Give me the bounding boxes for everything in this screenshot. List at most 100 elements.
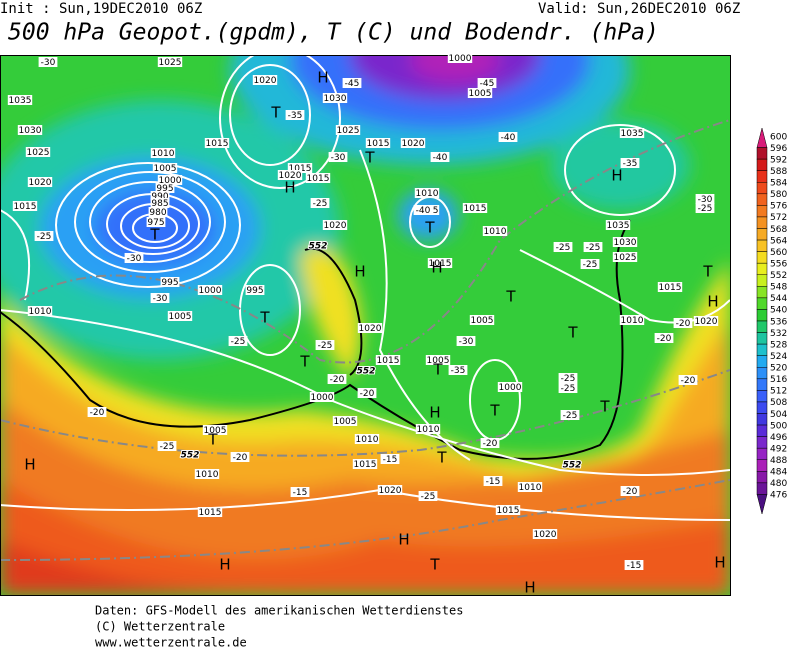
pressure-label: 1005 [154, 164, 177, 174]
label-box [619, 128, 645, 138]
label-box [477, 78, 497, 88]
pressure-label: 1000 [449, 54, 472, 64]
pressure-label: 1025 [159, 58, 182, 68]
temperature-label: -40 [501, 133, 516, 143]
colorbar-cell [756, 424, 768, 437]
colorbar-cell [756, 251, 768, 264]
low-marker: T [149, 226, 160, 244]
temperature-label: -25 [698, 204, 713, 214]
label-box [657, 282, 683, 292]
label-box [430, 152, 450, 162]
colorbar-cell [756, 170, 768, 183]
pressure-label: 980 [149, 208, 166, 218]
pressure-label: 1015 [307, 174, 330, 184]
high-marker: H [317, 69, 328, 87]
map-frame [0, 55, 731, 596]
pressure-label: 1005 [471, 316, 494, 326]
temperature-label: -25 [313, 199, 328, 209]
high-marker: H [24, 456, 35, 474]
colorbar-label: 576 [770, 202, 787, 212]
label-box [230, 452, 250, 462]
pressure-label: 1020 [359, 324, 382, 334]
colorbar-cell [756, 355, 768, 368]
low-marker: T [207, 431, 218, 449]
label-box [620, 158, 640, 168]
colorbar-label: 580 [770, 190, 787, 200]
colorbar-cell [756, 459, 768, 472]
label-box [480, 438, 500, 448]
colorbar-cell [756, 378, 768, 391]
label-box [560, 410, 580, 420]
label-box [352, 459, 378, 469]
pressure-label: 1030 [19, 126, 42, 136]
pressure-label: 1000 [159, 176, 182, 186]
pressure-label: 1015 [206, 139, 229, 149]
label-box [167, 311, 193, 321]
label-box [148, 207, 168, 217]
low-marker: T [424, 219, 435, 237]
label-box [377, 485, 403, 495]
label-box [654, 333, 674, 343]
pressure-label: 1015 [354, 460, 377, 470]
colorbar-cell [756, 367, 768, 380]
label-box [418, 491, 438, 501]
colorbar-label: 596 [770, 144, 787, 154]
pressure-label: 990 [151, 192, 168, 202]
colorbar-cell [756, 297, 768, 310]
colorbar-cell [756, 482, 768, 495]
label-box [287, 163, 313, 173]
label-box [357, 388, 377, 398]
temperature-label: -30 [698, 195, 713, 205]
colorbar-label: 500 [770, 421, 787, 431]
label-box [25, 147, 51, 157]
pressure-label: 1005 [334, 417, 357, 427]
label-box [375, 355, 401, 365]
pressure-label: 1015 [367, 139, 390, 149]
pressure-label: 1015 [659, 283, 682, 293]
pressure-label: 1030 [614, 238, 637, 248]
colorbar-label: 516 [770, 375, 787, 385]
high-marker: H [611, 167, 622, 185]
colorbar-label: 544 [770, 294, 787, 304]
colorbar-cell [756, 320, 768, 333]
high-marker: H [398, 531, 409, 549]
low-marker: T [436, 449, 447, 467]
temperature-label: -30 [41, 58, 56, 68]
label-box [327, 374, 347, 384]
label-box [328, 152, 348, 162]
label-box [695, 203, 715, 213]
label-box [27, 306, 53, 316]
pressure-label: 1035 [621, 129, 644, 139]
label-box [612, 252, 638, 262]
label-box [146, 217, 166, 227]
colorbar-label: 560 [770, 248, 787, 258]
colorbar-label: 528 [770, 340, 787, 350]
label-box [400, 138, 426, 148]
temperature-label: -15 [383, 455, 398, 465]
temperature-label: -20 [483, 439, 498, 449]
pressure-label: 1020 [379, 486, 402, 496]
label-box [310, 198, 330, 208]
temperature-label: -35 [451, 366, 466, 376]
pressure-label: 1015 [289, 164, 312, 174]
pressure-label: 1025 [27, 148, 50, 158]
label-box [425, 355, 451, 365]
temperature-label: -25 [561, 384, 576, 394]
colorbar-label: 532 [770, 329, 787, 339]
pressure-label: 1015 [14, 202, 37, 212]
label-box [150, 191, 170, 201]
colorbar-cell [756, 262, 768, 275]
colorbar-cap [756, 127, 768, 148]
pressure-label: 1020 [324, 221, 347, 231]
high-marker: H [429, 404, 440, 422]
temperature-label: -20 [360, 389, 375, 399]
temperature-label: -40 [433, 153, 448, 163]
label-box [624, 560, 644, 570]
pressure-label: 1035 [607, 221, 630, 231]
temperature-label: -35 [623, 159, 638, 169]
label-box [693, 316, 719, 326]
colorbar-label: 508 [770, 398, 787, 408]
pressure-label: 1035 [9, 96, 32, 106]
high-marker: H [431, 259, 442, 277]
